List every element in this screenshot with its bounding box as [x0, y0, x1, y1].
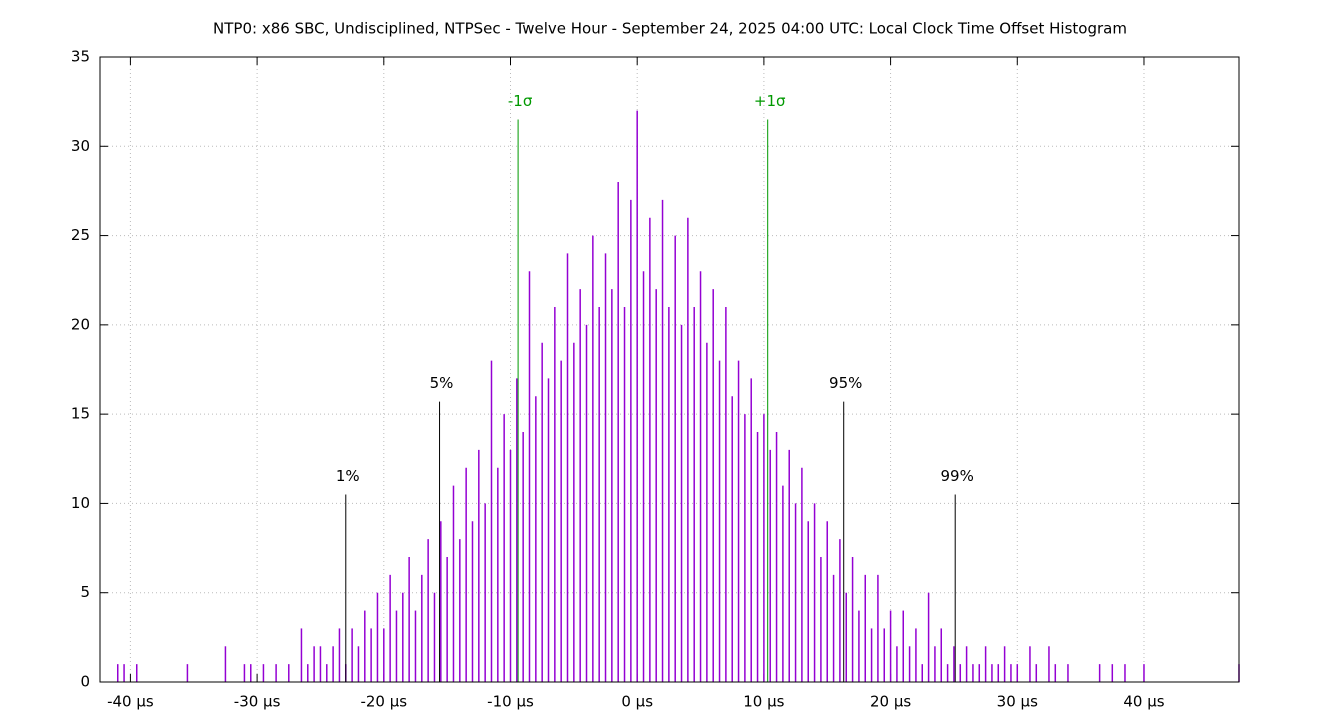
x-tick-label: 20 µs: [870, 693, 911, 711]
y-tick-label: 20: [71, 315, 90, 333]
y-tick-label: 10: [71, 494, 90, 512]
x-tick-label: -40 µs: [107, 693, 154, 711]
y-tick-label: 15: [71, 405, 90, 423]
y-tick-label: 0: [80, 673, 90, 691]
chart-title: NTP0: x86 SBC, Undisciplined, NTPSec - T…: [213, 20, 1127, 38]
x-tick-label: 10 µs: [743, 693, 784, 711]
y-tick-label: 35: [71, 48, 90, 66]
y-tick-label: 25: [71, 226, 90, 244]
x-tick-label: 30 µs: [997, 693, 1038, 711]
x-tick-label: -30 µs: [234, 693, 281, 711]
y-tick-label: 30: [71, 137, 90, 155]
marker-label: 1%: [336, 467, 360, 485]
x-tick-label: 0 µs: [621, 693, 653, 711]
x-tick-label: 40 µs: [1123, 693, 1164, 711]
marker-label: 5%: [430, 374, 454, 392]
marker-label: -1σ: [508, 92, 533, 110]
plot-border: [99, 56, 1240, 683]
marker-label: +1σ: [754, 92, 786, 110]
marker-label: 95%: [829, 374, 862, 392]
x-tick-label: -10 µs: [487, 693, 534, 711]
marker-label: 99%: [941, 467, 974, 485]
y-tick-label: 5: [80, 583, 90, 601]
x-tick-label: -20 µs: [360, 693, 407, 711]
